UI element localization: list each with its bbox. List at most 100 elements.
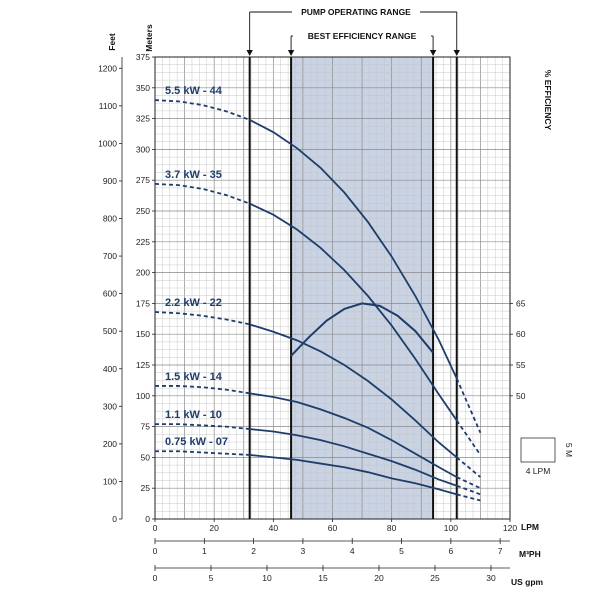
m3h-tick-label: 3 [301,546,306,556]
pump-curve-dashed-right [456,476,481,490]
curve-label-5: 0.75 kW - 07 [165,436,228,448]
meters-tick-label: 150 [136,329,150,339]
efficiency-tick-label: 55 [516,360,526,370]
pump-curve-solid [249,202,458,421]
operating-range-arrow [453,50,460,56]
feet-tick-label: 800 [103,214,117,224]
feet-tick-label: 900 [103,176,117,186]
usgpm-tick-label: 0 [153,573,158,583]
scale-legend-box: 4 LPM 5 M [520,437,574,476]
feet-tick-label: 300 [103,401,117,411]
lpm-tick-label: 20 [209,523,219,533]
m3h-tick-label: 7 [498,546,503,556]
pump-curves: 5.5 kW - 44 3.7 kW - 35 2.2 kW - 22 1.5 kW … [154,85,482,502]
efficiency-curve [290,302,434,357]
lpm-tick-label: 120 [503,523,517,533]
lpm-tick-label: 60 [328,523,338,533]
meters-tick-label: 250 [136,206,150,216]
pump-curve-dashed-right [456,456,481,478]
usgpm-axis-title: US gpm [511,577,544,587]
pump-curve-dashed-left [154,99,250,121]
feet-axis-title: Feet [107,33,117,51]
meters-tick-label: 25 [141,483,151,493]
pump-curve-solid [249,428,458,487]
lpm-tick-label: 40 [269,523,279,533]
scale-box-height-label: 5 M [564,443,574,457]
meters-tick-label: 225 [136,237,150,247]
feet-tick-label: 100 [103,476,117,486]
efficiency-curve-group [290,302,434,357]
feet-tick-label: 400 [103,364,117,374]
feet-tick-label: 600 [103,289,117,299]
pump-curve-solid [249,323,458,459]
meters-tick-label: 350 [136,83,150,93]
pump-curve-dashed-left [154,311,250,326]
lpm-tick-label: 0 [153,523,158,533]
curve-label-0: 5.5 kW - 44 [165,85,223,97]
meters-tick-label: 200 [136,268,150,278]
feet-tick-label: 700 [103,251,117,261]
meters-tick-label: 50 [141,452,151,462]
best-efficiency-range-arrow [429,50,437,56]
pump-curve-dashed-left [154,182,250,205]
feet-tick-label: 1100 [99,101,118,111]
best-efficiency-range-arrow [287,50,295,56]
efficiency-axis-title: % EFFICIENCY [543,70,553,131]
curve-label-4: 1.1 kW - 10 [165,409,222,421]
meters-axis-title: Meters [144,24,154,52]
efficiency-tick-label: 50 [516,391,526,401]
scale-box-width-label: 4 LPM [526,466,551,476]
operating-range-label: PUMP OPERATING RANGE [301,7,411,17]
curve-label-2: 2.2 kW - 22 [165,297,222,309]
meters-tick-label: 100 [136,391,150,401]
meters-tick-label: 375 [136,52,150,62]
pump-curve-dashed-left [155,423,250,430]
m3h-axis-title: M³PH [519,549,541,559]
efficiency-tick-label: 60 [516,329,526,339]
meters-tick-label: 300 [136,144,150,154]
pump-curve-solid [249,392,458,478]
feet-tick-label: 500 [103,326,117,336]
usgpm-tick-label: 5 [209,573,214,583]
meters-tick-label: 275 [136,175,150,185]
scale-box-rect [520,437,556,463]
feet-tick-label: 1200 [98,63,117,73]
m3h-tick-label: 4 [350,546,355,556]
lpm-tick-label: 100 [444,523,458,533]
meters-tick-label: 0 [145,514,150,524]
range-markers: PUMP OPERATING RANGE BEST EFFICIENCY RAN… [246,7,460,519]
pump-curve-solid [249,119,458,379]
m3h-tick-label: 1 [202,546,207,556]
meters-tick-label: 125 [136,360,150,370]
usgpm-tick-label: 20 [374,573,384,583]
operating-range-arrow [246,50,253,56]
efficiency-tick-label: 65 [516,298,526,308]
pump-curve-dashed-left [155,450,250,456]
m3h-tick-label: 6 [448,546,453,556]
axes: Feet Meters % EFFICIENCY LPM M³PH US gpm… [98,24,553,587]
feet-tick-label: 200 [103,439,117,449]
meters-tick-label: 75 [141,422,151,432]
lpm-tick-label: 80 [387,523,397,533]
pump-curve-dashed-left [155,385,250,395]
best-efficiency-range-label: BEST EFFICIENCY RANGE [308,31,417,41]
lpm-axis-title: LPM [521,522,539,532]
curve-label-1: 3.7 kW - 35 [165,169,222,181]
curve-label-3: 1.5 kW - 14 [165,371,223,383]
m3h-tick-label: 2 [251,546,256,556]
usgpm-tick-label: 15 [318,573,328,583]
m3h-tick-label: 5 [399,546,404,556]
meters-tick-label: 175 [136,298,150,308]
pump-curve-dashed-right [456,493,481,502]
m3h-tick-label: 0 [153,546,158,556]
usgpm-tick-label: 30 [486,573,496,583]
usgpm-tick-label: 10 [262,573,272,583]
feet-tick-label: 1000 [98,138,117,148]
pump-curve-solid [249,454,457,496]
feet-tick-label: 0 [112,514,117,524]
pump-curve-dashed-right [455,378,482,434]
meters-tick-label: 325 [136,114,150,124]
grid [154,56,511,520]
usgpm-tick-label: 25 [430,573,440,583]
